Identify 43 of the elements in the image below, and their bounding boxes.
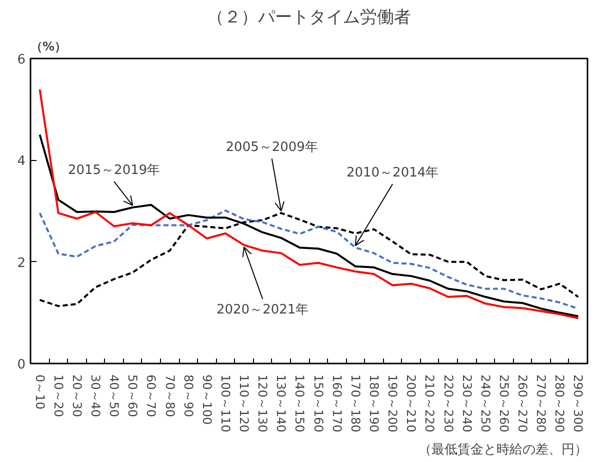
x-tick-label: 10～20 [51,374,66,418]
x-tick-label: 110～120 [237,374,252,432]
x-tick-label: 20～30 [70,374,84,418]
y-axis-title: （%） [30,40,67,54]
x-tick-label: 50～60 [126,374,140,418]
chart-title: （２）パートタイム労働者 [207,8,411,28]
x-tick-label: 0～10 [32,374,47,410]
x-tick-label: 280～290 [552,374,567,432]
x-tick-label: 290～300 [571,374,586,432]
y-tick-label: 0 [17,358,26,372]
x-tick-label: 150～160 [311,374,326,432]
y-tick-label: 2 [17,256,26,271]
text: 2010～2014年 [346,165,439,180]
x-tick-label: 200～210 [404,374,418,432]
x-tick-label: 90～100 [200,374,214,425]
x-tick-label: 80～90 [181,374,196,418]
x-tick-label: 250～260 [496,374,511,432]
x-tick-label: 270～280 [534,374,548,432]
x-tick-label: 130～140 [274,374,288,432]
x-tick-label: 230～240 [460,374,474,432]
x-tick-label: 210～220 [422,374,437,432]
line-series [38,88,580,320]
y-tick-label: 4 [17,154,26,170]
x-tick-label: 70～80 [162,374,177,418]
x-tick-label: 120～130 [256,374,270,432]
x-tick-label: 30～40 [88,374,102,418]
x-tick-label: 180～190 [366,374,381,432]
x-tick-label: 140～150 [292,374,307,432]
x-tick-label: 40～50 [107,374,122,418]
x-tick-label: 220～230 [441,374,456,432]
x-tick-label: 170～180 [348,374,362,432]
x-tick-label: 100～110 [218,374,232,432]
y-tick-label: 6 [17,52,26,68]
text: 2020～2021年 [216,302,309,318]
x-tick-label: 240～250 [478,374,492,432]
x-tick-label: 60～70 [144,374,158,418]
text: 2005～2009年 [226,140,318,155]
x-tick-label: 260～270 [516,374,530,432]
x-tick-label: 190～200 [386,374,400,432]
x-tick-label: 160～170 [330,374,344,432]
series-label: 2015～2019年 [68,162,160,178]
line-series [38,134,580,318]
x-axis-title: （最低賃金と時給の差、円） [418,442,588,458]
